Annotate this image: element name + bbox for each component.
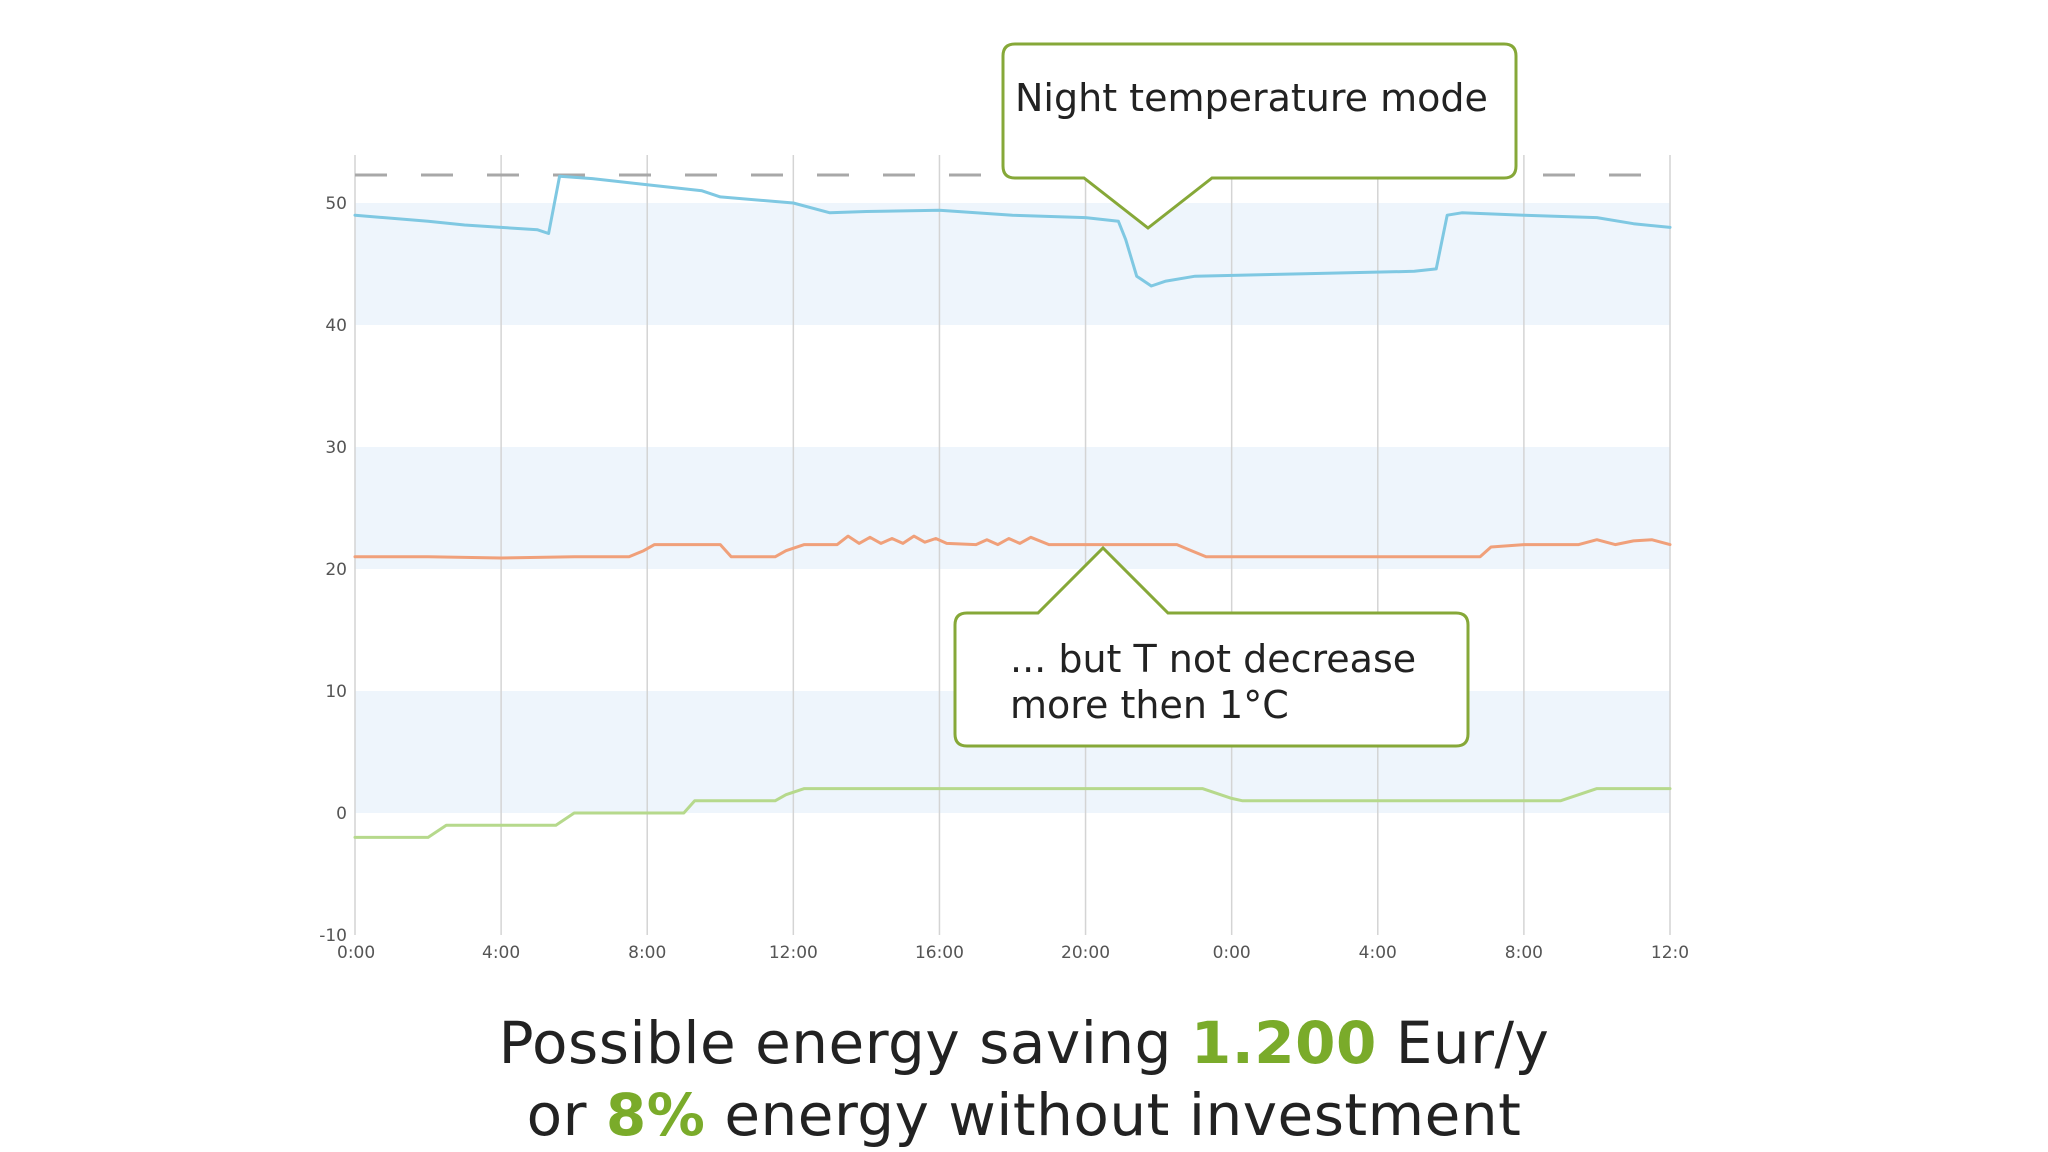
y-tick-5: 0 (336, 804, 347, 824)
callout-temperature-box (953, 545, 1470, 748)
y-tick-4: 10 (325, 682, 347, 702)
x-axis-ticks: 0:00 4:00 8:00 12:00 16:00 20:00 0:00 4:00 8:00 1… (337, 943, 1689, 963)
x-tick-9: 12:0 (1651, 943, 1689, 963)
x-tick-5: 20:00 (1061, 943, 1110, 963)
callout-night-mode: Night temperature mode (1001, 42, 1518, 230)
x-tick-8: 8:00 (1505, 943, 1543, 963)
x-tick-7: 4:00 (1359, 943, 1397, 963)
band-0 (355, 203, 1670, 325)
x-tick-6: 0:00 (1213, 943, 1251, 963)
y-tick-1: 40 (325, 316, 347, 336)
y-tick-0: 50 (325, 194, 347, 214)
caption-line-1-pre: Possible energy saving (498, 1009, 1191, 1077)
callout-night-mode-box (1001, 42, 1518, 230)
series-lines (353, 174, 1672, 839)
y-tick-6: -10 (319, 926, 347, 946)
callout-temperature-line-2: more then 1°C (1010, 683, 1289, 727)
caption-saving-value: 1.200 (1190, 1009, 1377, 1077)
y-tick-3: 20 (325, 560, 347, 580)
y-axis-ticks: 50 40 30 20 10 0 -10 (319, 194, 347, 946)
callout-temperature: ... but T not decrease more then 1°C (953, 545, 1470, 748)
band-1 (355, 447, 1670, 569)
callout-temperature-line-1: ... but T not decrease (1010, 637, 1416, 681)
callout-night-mode-text: Night temperature mode (1015, 76, 1488, 120)
x-tick-3: 12:00 (769, 943, 818, 963)
series-line-0 (353, 174, 1672, 288)
x-tick-0: 0:00 (337, 943, 375, 963)
caption-line-1: Possible energy saving 1.200 Eur/y (0, 1007, 2048, 1079)
series-line-1 (353, 534, 1672, 560)
series-line-2 (353, 787, 1672, 839)
x-tick-4: 16:00 (915, 943, 964, 963)
caption-line-2-pre: or (526, 1081, 606, 1149)
caption-line-2: or 8% energy without investment (0, 1079, 2048, 1151)
caption-line-2-post: energy without investment (705, 1081, 1522, 1149)
x-tick-1: 4:00 (482, 943, 520, 963)
caption-line-1-post: Eur/y (1376, 1009, 1550, 1077)
background-bands (355, 203, 1670, 813)
caption-percent-value: 8% (605, 1081, 706, 1149)
y-tick-2: 30 (325, 438, 347, 458)
x-tick-2: 8:00 (628, 943, 666, 963)
